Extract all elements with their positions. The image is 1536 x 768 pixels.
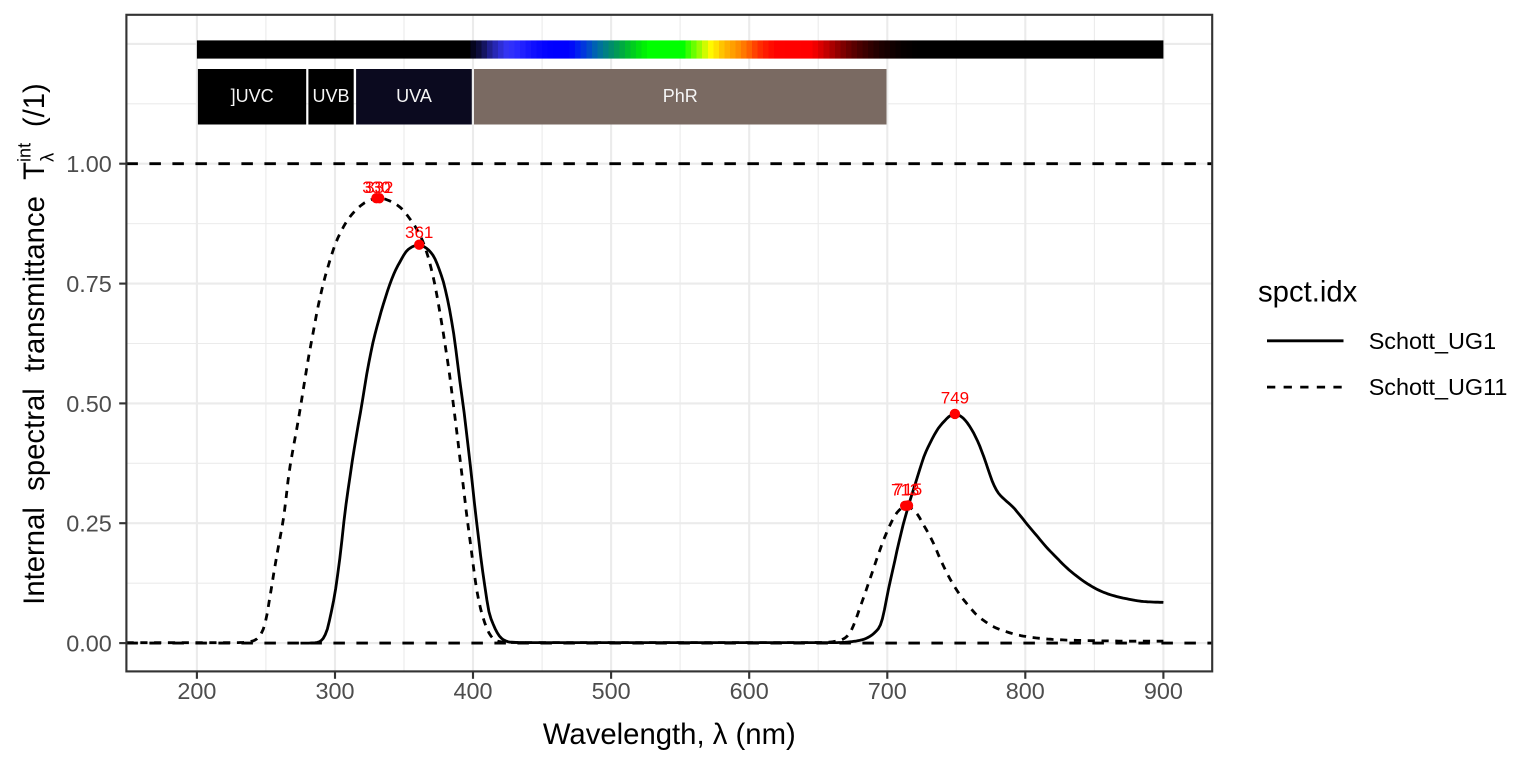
svg-text:Internal spectral transmitta: Internal spectral transmittance Tint λ (/…	[15, 83, 58, 605]
svg-text:Schott_UG11: Schott_UG11	[1369, 374, 1508, 400]
svg-text:300: 300	[315, 678, 354, 704]
svg-text:Wavelength, λ (nm): Wavelength, λ (nm)	[543, 718, 796, 751]
svg-text:spct.idx: spct.idx	[1258, 276, 1358, 309]
svg-text:0.25: 0.25	[66, 511, 112, 537]
svg-text:0.00: 0.00	[66, 631, 112, 657]
svg-text:749: 749	[941, 388, 969, 407]
svg-text:700: 700	[868, 678, 907, 704]
svg-text:715: 715	[894, 480, 922, 499]
svg-text:361: 361	[405, 223, 433, 242]
svg-text:]UVC: ]UVC	[231, 86, 274, 106]
svg-text:332: 332	[365, 178, 393, 197]
svg-text:PhR: PhR	[663, 86, 698, 106]
svg-text:713: 713	[891, 480, 919, 499]
svg-text:UVA: UVA	[396, 86, 432, 106]
svg-text:500: 500	[592, 678, 631, 704]
svg-text:900: 900	[1144, 678, 1183, 704]
svg-text:330: 330	[362, 178, 390, 197]
svg-text:200: 200	[177, 678, 216, 704]
svg-text:400: 400	[453, 678, 492, 704]
svg-text:600: 600	[730, 678, 769, 704]
svg-text:0.50: 0.50	[66, 391, 112, 417]
svg-text:UVB: UVB	[312, 86, 349, 106]
svg-text:800: 800	[1006, 678, 1045, 704]
svg-text:1.00: 1.00	[66, 151, 112, 177]
svg-text:Schott_UG1: Schott_UG1	[1369, 328, 1496, 354]
svg-text:0.75: 0.75	[66, 271, 112, 297]
